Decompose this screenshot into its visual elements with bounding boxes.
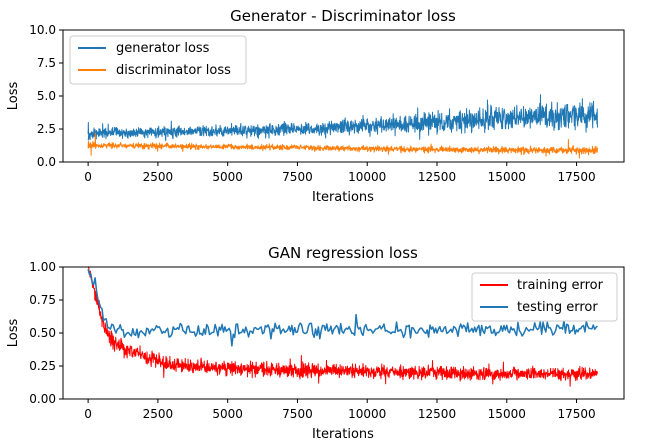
chart-title: GAN regression loss [268, 244, 418, 262]
x-tick-label: 5000 [212, 407, 243, 421]
y-tick-label: 10.0 [29, 23, 56, 37]
series-layer [87, 94, 598, 159]
x-tick-label: 10000 [348, 407, 386, 421]
y-tick-label: 1.00 [29, 260, 56, 274]
series-layer [87, 267, 598, 387]
x-axis-label: Iterations [312, 190, 374, 205]
y-axis-label: Loss [6, 82, 21, 111]
x-tick-label: 7500 [282, 407, 313, 421]
x-tick-label: 17500 [557, 407, 595, 421]
y-tick-label: 0.25 [29, 359, 56, 373]
x-tick-label: 0 [84, 407, 92, 421]
legend-label-training: training error [517, 278, 604, 293]
legend: generator loss discriminator loss [69, 35, 247, 85]
generator-discriminator-plot: Generator - Discriminator loss 0 2500 5000… [6, 7, 625, 205]
ticks: 0 2500 5000 7500 10000 12500 15000 17500 0.00 0.2… [29, 260, 595, 421]
y-tick-label: 7.5 [37, 56, 56, 70]
x-tick-label: 15000 [488, 170, 526, 184]
chart-title: Generator - Discriminator loss [230, 7, 456, 25]
series-line-generator-loss [87, 94, 598, 142]
x-tick-label: 5000 [212, 170, 243, 184]
y-tick-label: 0.00 [29, 392, 56, 406]
series-line-discriminator-loss [87, 132, 598, 159]
x-axis-label: Iterations [312, 427, 374, 442]
y-tick-label: 0.50 [29, 326, 56, 340]
legend-label-generator: generator loss [116, 41, 210, 56]
x-tick-label: 17500 [557, 170, 595, 184]
y-tick-label: 0.75 [29, 293, 56, 307]
x-tick-label: 7500 [282, 170, 313, 184]
x-tick-label: 0 [84, 170, 92, 184]
y-tick-label: 5.0 [37, 89, 56, 103]
y-axis-label: Loss [6, 319, 21, 348]
x-tick-label: 2500 [143, 170, 174, 184]
legend: training error testing error [471, 272, 618, 322]
legend-box [471, 272, 618, 322]
legend-label-testing: testing error [517, 300, 598, 315]
x-tick-label: 12500 [418, 170, 456, 184]
gan-regression-plot: GAN regression loss 0 2500 5000 7500 10000 12… [6, 244, 625, 442]
series-line-testing-error [87, 269, 598, 347]
x-tick-label: 2500 [143, 407, 174, 421]
legend-label-discriminator: discriminator loss [116, 63, 231, 78]
ticks: 0 2500 5000 7500 10000 12500 15000 17500 0.0 2.5 5… [29, 23, 595, 184]
x-tick-label: 15000 [488, 407, 526, 421]
series-line-training-error [87, 267, 598, 387]
y-tick-label: 2.5 [37, 122, 56, 136]
y-tick-label: 0.0 [37, 155, 56, 169]
x-tick-label: 10000 [348, 170, 386, 184]
x-tick-label: 12500 [418, 407, 456, 421]
legend-box [69, 35, 247, 85]
